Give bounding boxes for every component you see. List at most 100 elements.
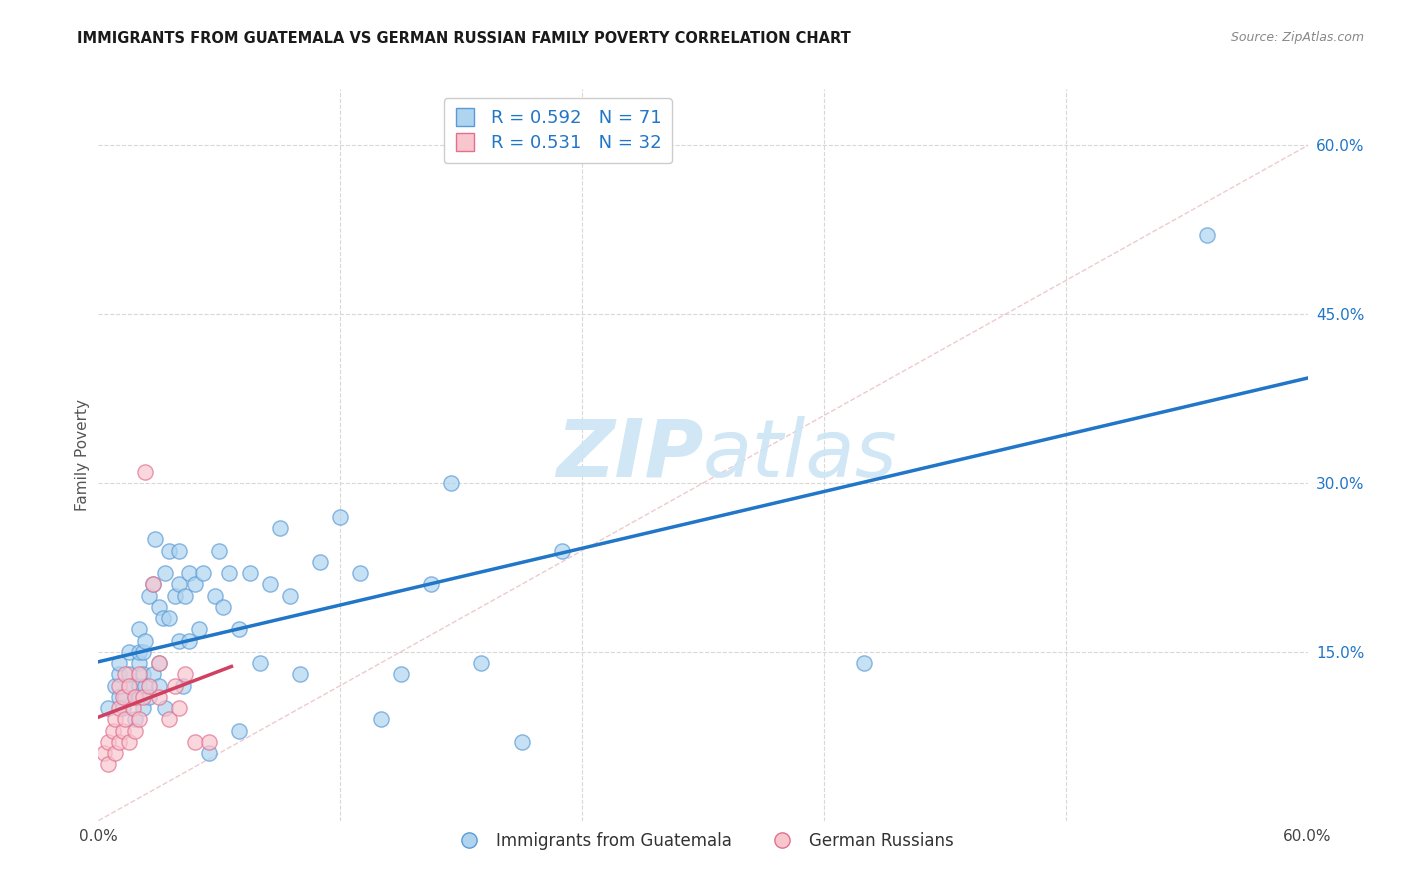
Point <box>249 656 271 670</box>
Point <box>134 633 156 648</box>
Point <box>132 690 155 704</box>
Point <box>128 656 150 670</box>
Point <box>97 735 120 749</box>
Point <box>103 679 125 693</box>
Point <box>349 566 371 580</box>
Point <box>1195 228 1218 243</box>
Point <box>138 690 160 704</box>
Point <box>114 690 136 704</box>
Point <box>103 712 125 726</box>
Point <box>103 746 125 760</box>
Point <box>278 589 301 603</box>
Point <box>172 679 194 693</box>
Point <box>174 667 197 681</box>
Point <box>179 566 201 580</box>
Y-axis label: Family Poverty: Family Poverty <box>75 399 90 511</box>
Point <box>153 566 176 580</box>
Point <box>179 633 201 648</box>
Point <box>853 656 876 670</box>
Point <box>157 611 180 625</box>
Point <box>121 701 143 715</box>
Point <box>309 555 332 569</box>
Point <box>128 712 150 726</box>
Point <box>111 723 134 738</box>
Point <box>259 577 281 591</box>
Point <box>198 746 221 760</box>
Point <box>132 667 155 681</box>
Point <box>128 679 150 693</box>
Point <box>188 623 211 637</box>
Point <box>118 679 141 693</box>
Point <box>167 701 190 715</box>
Point <box>239 566 262 580</box>
Point <box>142 667 165 681</box>
Point <box>143 533 166 547</box>
Point <box>142 577 165 591</box>
Point <box>111 701 134 715</box>
Point <box>124 712 146 726</box>
Point <box>148 656 170 670</box>
Point <box>208 543 231 558</box>
Point <box>107 679 129 693</box>
Point <box>124 723 146 738</box>
Point <box>148 599 170 614</box>
Point <box>107 735 129 749</box>
Point <box>204 589 226 603</box>
Point <box>212 599 235 614</box>
Point <box>228 723 250 738</box>
Point <box>93 746 115 760</box>
Point <box>153 701 176 715</box>
Point <box>132 645 155 659</box>
Point <box>97 757 120 772</box>
Point <box>134 679 156 693</box>
Text: ZIP: ZIP <box>555 416 703 494</box>
Point <box>370 712 392 726</box>
Point <box>228 623 250 637</box>
Point <box>269 521 291 535</box>
Point <box>163 589 186 603</box>
Point <box>148 656 170 670</box>
Point <box>167 633 190 648</box>
Text: IMMIGRANTS FROM GUATEMALA VS GERMAN RUSSIAN FAMILY POVERTY CORRELATION CHART: IMMIGRANTS FROM GUATEMALA VS GERMAN RUSS… <box>77 31 851 46</box>
Point <box>157 712 180 726</box>
Point <box>218 566 240 580</box>
Point <box>167 577 190 591</box>
Point <box>111 690 134 704</box>
Point <box>288 667 311 681</box>
Point <box>184 577 207 591</box>
Point <box>148 679 170 693</box>
Point <box>128 690 150 704</box>
Point <box>163 679 186 693</box>
Point <box>134 465 156 479</box>
Point <box>510 735 533 749</box>
Point <box>128 667 150 681</box>
Point <box>174 589 197 603</box>
Point <box>114 667 136 681</box>
Point <box>167 543 190 558</box>
Point <box>132 701 155 715</box>
Point <box>107 690 129 704</box>
Text: Source: ZipAtlas.com: Source: ZipAtlas.com <box>1230 31 1364 45</box>
Point <box>157 543 180 558</box>
Point <box>128 623 150 637</box>
Point <box>184 735 207 749</box>
Point <box>124 690 146 704</box>
Point <box>107 701 129 715</box>
Point <box>440 476 463 491</box>
Point <box>118 679 141 693</box>
Point <box>107 656 129 670</box>
Point <box>118 735 141 749</box>
Point <box>114 712 136 726</box>
Point <box>118 667 141 681</box>
Text: atlas: atlas <box>703 416 898 494</box>
Point <box>551 543 574 558</box>
Point <box>118 645 141 659</box>
Point <box>420 577 443 591</box>
Point <box>138 679 160 693</box>
Point <box>329 509 352 524</box>
Point <box>107 667 129 681</box>
Point <box>138 589 160 603</box>
Legend: Immigrants from Guatemala, German Russians: Immigrants from Guatemala, German Russia… <box>446 825 960 856</box>
Point <box>148 690 170 704</box>
Point <box>97 701 120 715</box>
